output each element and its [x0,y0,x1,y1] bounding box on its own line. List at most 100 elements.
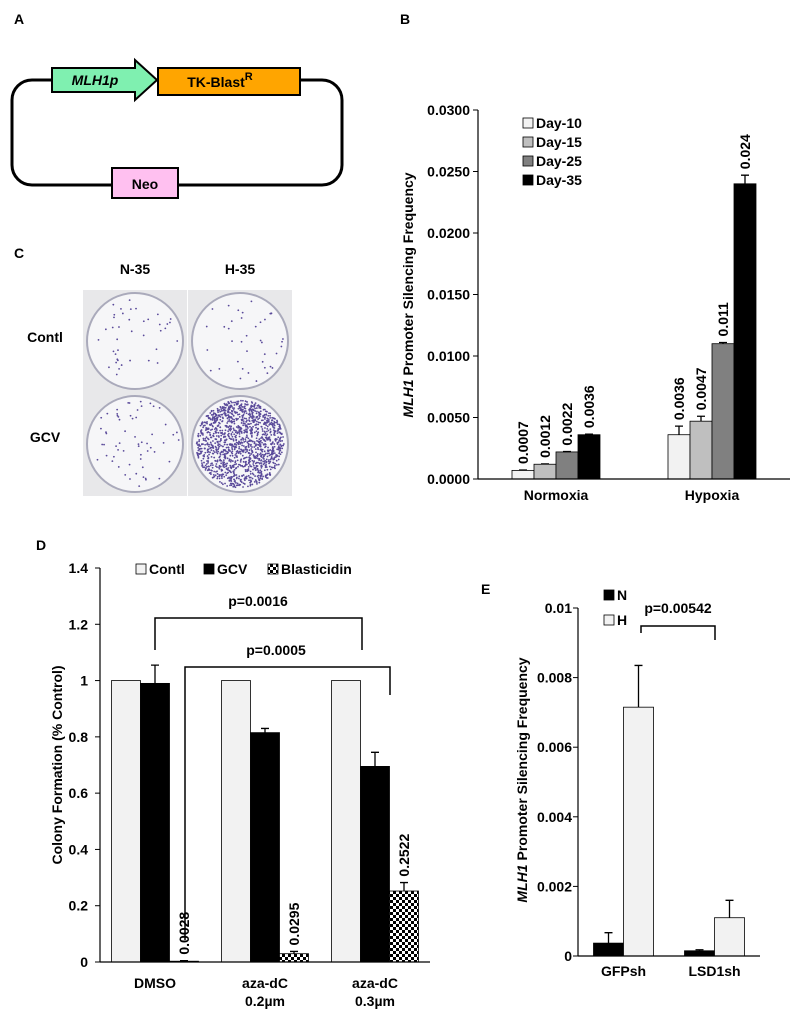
colony [254,448,257,451]
colony [175,431,178,434]
bar [111,680,141,963]
colony [238,433,241,435]
colony [227,420,229,423]
colony [251,446,253,448]
legend-label: H [617,612,627,628]
colony [227,304,230,307]
colony [242,465,245,468]
colony [241,418,244,421]
colony [264,432,267,435]
colony [215,470,217,473]
colony [231,410,234,413]
legend-swatch [603,589,615,601]
colony [239,452,242,455]
bar [714,917,745,957]
colony [226,443,229,446]
colony [233,456,236,459]
colony [233,463,236,466]
colony [241,444,244,447]
colony [239,450,242,453]
colony [205,467,207,470]
colony [229,464,232,467]
colony [249,470,252,473]
colony [230,471,232,474]
colony [177,439,180,441]
colony [262,457,264,459]
colony [225,468,228,470]
colony [209,369,212,372]
colony [146,442,148,445]
colony [234,467,237,470]
colony [162,442,165,444]
bar [511,469,535,480]
y-axis-title: MLH1 Promoter Silencing Frequency [400,172,416,417]
colony [207,427,210,430]
colony [108,366,110,369]
colony [281,340,283,343]
colony [259,415,261,418]
colony [248,440,251,442]
colony [100,427,102,430]
panel-label: C [14,245,24,261]
legend-label: Blasticidin [281,561,352,577]
error-bar [180,959,188,962]
colony [224,463,227,466]
colony [232,445,235,448]
colony [142,334,145,337]
legend-label: Contl [149,561,185,577]
colony [215,435,218,437]
colony [248,417,251,419]
data-label: 0.0036 [671,377,687,420]
colony [260,439,262,442]
colony [218,367,221,370]
colony [264,460,267,462]
colony [245,434,248,437]
colony [129,478,131,480]
y-tick-label: 1.4 [69,560,89,576]
colony [259,421,262,424]
colony [256,433,259,436]
colony [210,410,213,413]
colony [205,463,208,465]
colony [280,345,283,348]
error-bar [719,341,727,344]
colony [224,429,227,432]
colony [138,485,141,487]
colony [222,463,225,465]
colony [202,424,205,427]
colony [262,455,265,458]
colony [243,411,246,414]
colony [276,430,279,432]
colony [200,447,203,450]
colony [137,445,140,448]
colony [214,459,217,462]
legend-swatch [267,563,279,575]
colony [230,484,233,487]
colony [243,417,246,420]
x-tick-label: 0.2µm [245,993,285,1009]
colony [234,481,237,484]
colony [233,468,236,471]
colony [244,446,247,449]
colony [246,350,248,352]
legend-label: Day-10 [536,115,582,131]
colony [244,448,247,451]
colony [257,457,259,460]
colony [272,417,275,419]
colony [227,409,229,411]
colony [266,425,269,428]
colony [241,311,244,314]
colony [225,404,228,407]
colony [230,404,233,407]
y-tick-label: 1 [80,673,88,689]
colony [227,414,230,416]
colony [147,359,150,362]
colony [255,451,257,454]
colony [263,353,266,356]
gene-name: TK-Blast [187,74,245,90]
colony [267,429,270,432]
colony [220,408,223,411]
colony [212,476,215,479]
colony [264,416,267,419]
colony [246,441,249,444]
